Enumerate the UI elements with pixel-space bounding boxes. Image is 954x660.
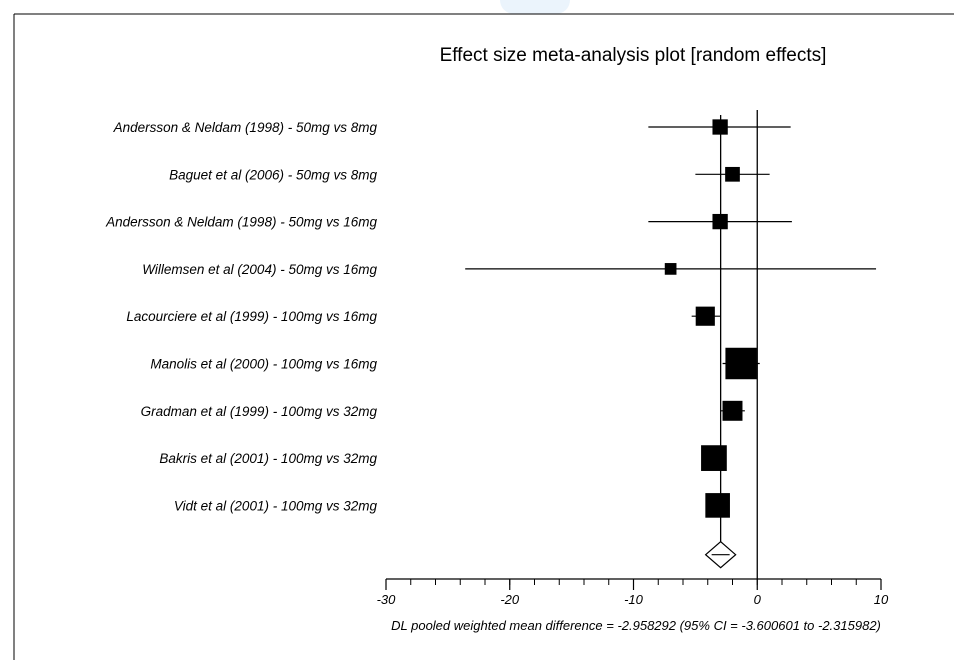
study-label: Bakris et al (2001) - 100mg vs 32mg [159,451,377,466]
study-effect-box [701,445,727,471]
study-effect-box [712,213,728,230]
chart-title: Effect size meta-analysis plot [random e… [440,45,827,66]
study-effect-box [664,263,677,275]
study-effect-box [725,347,757,380]
study-effect-box [695,306,715,326]
study-effect-box [712,119,728,135]
study-effect-box [722,400,743,421]
study-marks [465,110,877,579]
study-label: Andersson & Neldam (1998) - 50mg vs 16mg [105,215,377,230]
study-label: Willemsen et al (2004) - 50mg vs 16mg [142,262,377,277]
x-axis-tick-label: 0 [754,592,762,607]
x-axis-tick-label: -20 [500,592,520,607]
study-label: Vidt et al (2001) - 100mg vs 32mg [174,498,378,513]
study-label: Andersson & Neldam (1998) - 50mg vs 8mg [113,120,378,135]
study-label: Baguet et al (2006) - 50mg vs 8mg [169,167,377,182]
x-axis-tick-label: 10 [874,592,889,607]
study-label: Manolis et al (2000) - 100mg vs 16mg [150,357,377,372]
study-label: Gradman et al (1999) - 100mg vs 32mg [141,404,378,419]
x-axis-tick-label: -30 [377,592,397,607]
study-effect-box [705,493,730,518]
x-axis: -30 -20 -10 0 10 [377,578,889,607]
watermark-decoration [500,0,570,14]
x-axis-tick-label: -10 [624,592,644,607]
study-labels: Andersson & Neldam (1998) - 50mg vs 8mg B… [105,120,377,513]
pooled-summary-text: DL pooled weighted mean difference = -2.… [391,618,881,633]
study-label: Lacourciere et al (1999) - 100mg vs 16mg [126,309,377,324]
study-effect-box [725,166,740,182]
